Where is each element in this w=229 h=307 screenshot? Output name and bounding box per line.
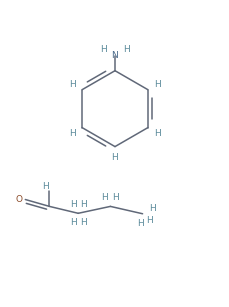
- Text: N: N: [111, 51, 118, 60]
- Text: H: H: [69, 129, 76, 138]
- Text: H: H: [69, 200, 76, 209]
- Text: H: H: [100, 45, 107, 54]
- Text: H: H: [111, 153, 118, 162]
- Text: H: H: [153, 129, 160, 138]
- Text: H: H: [101, 193, 108, 202]
- Text: H: H: [137, 219, 144, 228]
- Text: H: H: [145, 216, 152, 225]
- Text: O: O: [15, 195, 22, 204]
- Text: H: H: [112, 193, 118, 202]
- Text: H: H: [69, 218, 76, 227]
- Text: H: H: [42, 182, 49, 191]
- Text: H: H: [69, 80, 76, 89]
- Text: H: H: [79, 200, 86, 209]
- Text: H: H: [79, 218, 86, 227]
- Text: H: H: [122, 45, 129, 54]
- Text: H: H: [148, 204, 155, 213]
- Text: H: H: [153, 80, 160, 89]
